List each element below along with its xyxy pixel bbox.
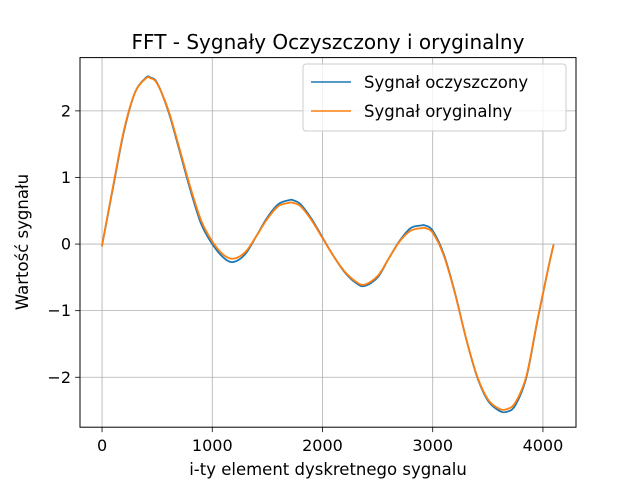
series-lines [100, 75, 555, 414]
x-axis-label: i-ty element dyskretnego sygnalu [189, 460, 467, 479]
y-tick-label: 0 [61, 235, 71, 254]
y-tick-label: −1 [47, 301, 71, 320]
series-line-original [100, 76, 555, 411]
chart-title: FFT - Sygnały Oczyszczony i oryginalny [132, 30, 525, 54]
legend-box [302, 63, 567, 132]
y-tick-label: 1 [61, 168, 71, 187]
x-tick-label: 1000 [192, 436, 233, 455]
legend: Sygnał oczyszczony Sygnał oryginalny [302, 63, 567, 132]
x-tick-label: 3000 [412, 436, 453, 455]
legend-label-original: Sygnał oryginalny [364, 102, 513, 121]
y-tick-label: 2 [61, 101, 71, 120]
y-axis-label: Wartość sygnału [13, 174, 32, 310]
legend-label-cleaned: Sygnał oczyszczony [364, 73, 528, 92]
x-tick-label: 2000 [302, 436, 343, 455]
x-tick-label: 0 [97, 436, 107, 455]
x-tick-label: 4000 [523, 436, 564, 455]
ticks: 0 1000 2000 3000 4000 −2 −1 0 1 2 [47, 101, 563, 455]
plot-frame [79, 57, 577, 428]
y-tick-label: −2 [47, 368, 71, 387]
